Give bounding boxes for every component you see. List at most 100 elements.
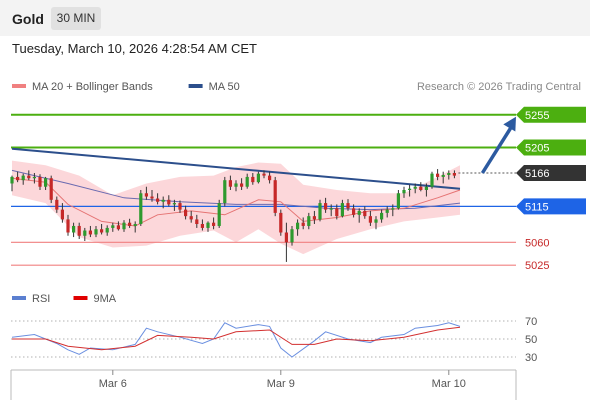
candle-body-21 — [128, 222, 132, 226]
candle-body-18 — [111, 225, 115, 228]
candle-body-33 — [195, 219, 199, 224]
candle-body-54 — [312, 216, 316, 220]
candle-body-16 — [100, 229, 104, 233]
candle-body-13 — [83, 230, 87, 236]
level-label-5025: 5025 — [525, 260, 549, 272]
candle-body-70 — [402, 190, 406, 194]
candle-body-26 — [156, 198, 160, 202]
candle-body-1 — [16, 176, 20, 181]
timestamp: Tuesday, March 10, 2026 4:28:54 AM CET — [12, 41, 257, 56]
level-tag-5115 — [516, 198, 586, 215]
candle-body-3 — [27, 175, 31, 179]
candle-body-0 — [10, 176, 14, 184]
trendline — [11, 147, 461, 190]
level-label-5255: 5255 — [525, 110, 549, 122]
candle-body-37 — [217, 203, 221, 226]
candle-body-34 — [200, 224, 204, 228]
candle-body-25 — [150, 196, 154, 199]
candle-body-48 — [279, 212, 283, 233]
candle-body-45 — [262, 173, 266, 176]
rsi-level-label-70: 70 — [525, 316, 537, 328]
x-tick-label-1: Mar 9 — [267, 378, 295, 390]
symbol-title: Gold — [12, 11, 44, 27]
candle-body-75 — [430, 173, 434, 187]
candle-body-65 — [374, 219, 378, 223]
rsi-line — [11, 322, 461, 358]
candle-body-6 — [44, 178, 48, 187]
candle-body-68 — [391, 208, 395, 210]
candle-body-56 — [324, 203, 328, 210]
x-tick-label-0: Mar 6 — [99, 378, 127, 390]
forecast-arrow-shaft — [480, 121, 516, 174]
rsi-ma9-line — [12, 326, 461, 351]
candle-body-47 — [273, 180, 277, 213]
candle-body-36 — [212, 222, 216, 226]
candle-body-44 — [256, 173, 260, 183]
level-label-5166: 5166 — [525, 168, 549, 180]
candle-body-27 — [161, 199, 165, 202]
candle-body-53 — [307, 216, 311, 226]
rsi-level-label-30: 30 — [525, 352, 537, 364]
rsi-legend-swatch-0 — [12, 296, 26, 300]
candle-body-35 — [206, 222, 210, 228]
candle-body-4 — [32, 176, 36, 179]
level-tag-5205 — [516, 139, 586, 156]
candle-body-30 — [178, 203, 182, 210]
candle-body-64 — [368, 216, 372, 223]
level-label-5205: 5205 — [525, 143, 549, 155]
candle-body-71 — [408, 188, 412, 190]
candle-body-39 — [228, 180, 232, 187]
candle-body-51 — [296, 222, 300, 230]
candle-body-14 — [88, 230, 92, 235]
candle-body-40 — [234, 183, 238, 187]
candle-body-7 — [49, 178, 53, 200]
candle-body-66 — [380, 212, 384, 220]
timeframe-button[interactable]: 30 MIN — [51, 7, 101, 30]
candle-body-31 — [184, 209, 188, 217]
x-tick-label-2: Mar 10 — [432, 378, 466, 390]
rsi-legend-label-0: RSI — [32, 293, 50, 305]
candle-body-24 — [144, 193, 148, 197]
rsi-level-label-50: 50 — [525, 334, 537, 346]
candle-body-78 — [447, 173, 451, 175]
candle-body-67 — [385, 209, 389, 213]
legend-label-0: MA 20 + Bollinger Bands — [32, 81, 153, 93]
level-label-5115: 5115 — [525, 201, 549, 213]
candle-body-69 — [396, 193, 400, 209]
candle-body-32 — [189, 216, 193, 220]
candle-body-11 — [72, 225, 76, 233]
forecast-arrow-head — [503, 116, 516, 132]
candle-body-28 — [167, 199, 171, 205]
candle-body-79 — [452, 173, 456, 176]
candle-body-77 — [441, 174, 445, 177]
candle-body-12 — [77, 225, 81, 236]
rsi-legend-swatch-1 — [73, 296, 88, 300]
rsi-legend-label-1: 9MA — [94, 293, 117, 305]
candle-body-74 — [424, 186, 428, 190]
candle-body-42 — [245, 176, 249, 187]
level-tag-5255 — [516, 106, 586, 123]
level-label-5060: 5060 — [525, 237, 549, 249]
candle-body-23 — [139, 193, 143, 224]
legend-swatch-1 — [188, 84, 203, 88]
candle-body-73 — [419, 186, 423, 190]
candle-body-15 — [94, 229, 98, 235]
candle-body-22 — [133, 224, 137, 226]
candle-body-62 — [357, 210, 361, 215]
candle-body-57 — [329, 208, 333, 210]
candle-body-38 — [223, 180, 227, 204]
candle-body-49 — [284, 232, 288, 243]
candle-body-8 — [55, 199, 59, 210]
candle-body-17 — [105, 227, 109, 233]
candle-body-52 — [301, 222, 305, 226]
candle-body-43 — [251, 176, 255, 183]
candle-body-61 — [352, 208, 356, 215]
candle-body-19 — [116, 225, 120, 230]
candle-body-63 — [363, 210, 367, 217]
candle-body-29 — [172, 203, 176, 205]
chart-header: Gold 30 MIN — [0, 0, 590, 36]
level-tag-5166 — [516, 165, 586, 181]
legend-swatch-0 — [12, 84, 26, 88]
candle-body-76 — [436, 173, 440, 177]
